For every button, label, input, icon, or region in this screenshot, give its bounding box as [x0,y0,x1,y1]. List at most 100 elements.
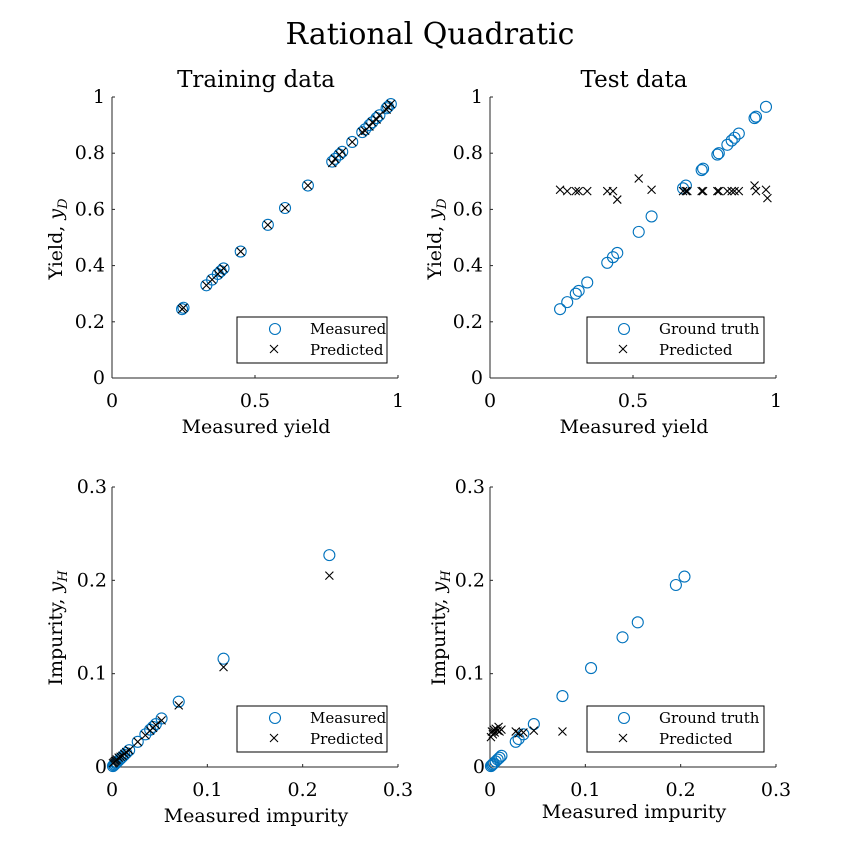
legend: Measured Predicted [236,705,388,753]
y-tick-label: 0.6 [75,198,105,220]
x-axis-label: Measured yield [182,416,331,438]
data-point-circle [748,112,761,125]
axes: 0 0.5 1 0 0.2 0.4 0.6 0.8 1 [75,86,404,412]
y-axis-label: Impurity, yH [45,570,71,686]
legend-box [236,705,388,753]
data-point-circle [611,246,624,260]
data-point-circle [155,712,168,725]
y-tick-label: 0.4 [453,255,483,277]
data-marks [106,549,336,773]
data-point-x [698,186,708,196]
x-axis-label: Measured yield [560,416,709,438]
data-point-circle [177,301,190,314]
y-tick-label: 0 [473,756,485,778]
data-point-x [761,185,771,195]
data-point-circle [176,303,189,316]
data-point-circle [323,549,336,562]
legend: Measured Predicted [236,316,388,364]
x-tick-label: 0.2 [288,779,318,801]
data-point-circle [695,164,708,177]
data-point-circle [585,662,598,675]
data-point-circle [712,147,725,160]
data-point-x [324,571,334,581]
data-point-circle [631,616,644,629]
data-point-circle [491,753,504,766]
x-tick-label: 0 [484,779,496,801]
data-point-circle [301,179,314,192]
data-point-circle [632,225,645,238]
data-point-x [375,110,384,120]
data-point-circle [669,578,682,592]
data-point-x [179,303,188,313]
data-point-x [367,117,377,127]
legend-x-marker [618,733,628,743]
data-point-circle [484,760,498,773]
data-point-x [365,122,374,131]
data-point-circle [329,152,342,165]
data-point-x [634,174,644,183]
axes: 0 0.1 0.2 0.3 0 0.1 0.2 0.3 [77,476,413,801]
data-point-x [608,186,618,196]
data-point-x [730,186,739,196]
data-point-x [612,195,622,204]
data-point-x [697,186,707,196]
x-tick-label: 0.5 [618,390,648,412]
data-point-x [681,186,691,196]
data-point-circle [234,245,247,258]
data-point-circle [373,109,386,122]
data-point-circle [527,718,540,731]
legend-x-marker [269,344,279,354]
x-axis-label: Measured impurity [542,801,727,823]
data-point-x [750,181,759,190]
y-tick-label: 0 [471,367,483,389]
y-tick-label: 0.8 [75,142,105,164]
axes: 0 0.5 1 0 0.2 0.4 0.6 0.8 1 [453,86,782,412]
data-point-circle [139,728,152,741]
y-tick-label: 0.2 [75,311,105,333]
data-point-x [712,186,722,196]
data-point-circle [107,759,120,772]
data-point-x [497,725,506,735]
data-point-circle [495,749,508,762]
data-marks [176,97,397,316]
data-point-x [116,752,125,762]
data-point-x [763,193,772,203]
data-point-circle [569,287,582,300]
data-point-circle [645,210,658,223]
data-point-x [382,105,391,115]
x-tick-label: 1 [392,390,404,412]
data-point-circle [109,757,122,770]
data-point-x [327,158,337,168]
y-tick-label: 0.4 [75,255,105,277]
data-point-circle [172,695,185,708]
y-tick-label: 0.6 [453,198,483,220]
y-tick-label: 1 [471,86,483,108]
legend-box [236,316,388,364]
data-point-circle [616,631,629,644]
y-tick-label: 0 [93,367,105,389]
y-tick-label: 0.2 [77,569,107,591]
legend-label: Predicted [310,730,384,748]
data-point-x [386,99,396,109]
x-tick-label: 0.3 [761,779,791,801]
data-point-x [722,186,732,196]
data-point-circle [749,110,763,123]
x-tick-label: 0 [484,390,496,412]
data-marks [484,570,691,773]
data-point-x [303,181,313,190]
y-tick-label: 0 [95,756,107,778]
x-tick-label: 0.5 [240,390,270,412]
data-point-circle [366,116,379,129]
data-point-circle [572,284,585,297]
data-point-x [751,186,761,196]
data-point-circle [346,135,359,149]
legend-label: Predicted [659,730,733,748]
x-tick-label: 0.3 [383,779,413,801]
x-tick-label: 0.1 [570,779,600,801]
data-point-x [647,185,656,195]
legend-circle-marker [268,711,282,725]
data-point-circle [493,751,506,764]
x-axis-label: Measured impurity [164,805,349,827]
data-point-circle [759,100,773,113]
